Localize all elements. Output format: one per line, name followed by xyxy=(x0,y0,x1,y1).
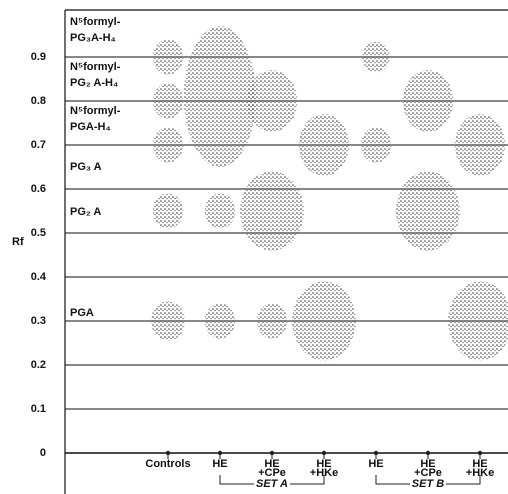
y-tick-label: 0.5 xyxy=(31,227,46,239)
band-label: PGA xyxy=(70,307,94,319)
spot xyxy=(153,39,183,74)
chart: Rf 0 0.1 0.2 0.3 0.4 0.5 0.6 0.7 0.8 0.9 N⁵formyl-… xyxy=(0,0,508,494)
set-label: SET B xyxy=(412,478,444,490)
y-tick-label: 0.9 xyxy=(31,51,46,63)
spot xyxy=(396,171,459,250)
band-label: PG₂ A-H₄ xyxy=(70,77,118,89)
spot xyxy=(455,114,505,176)
spot xyxy=(361,127,391,162)
band-label: PG₃ A xyxy=(70,161,102,173)
band-label: PG₃A-H₄ xyxy=(70,32,116,44)
band-label: PG₂ A xyxy=(70,206,101,218)
y-tick-label: 0.1 xyxy=(31,403,46,415)
spot xyxy=(151,301,185,341)
lane-label: HE xyxy=(212,458,227,470)
y-axis-label: Rf xyxy=(12,236,24,248)
y-tick-label: 0.7 xyxy=(31,139,46,151)
lane-label: HE xyxy=(368,458,383,470)
y-tick-label: 0.6 xyxy=(31,183,46,195)
spot xyxy=(205,303,235,338)
lane-label: Controls xyxy=(145,458,190,470)
spot xyxy=(153,83,183,118)
y-tick-label: 0.2 xyxy=(31,359,46,371)
spot xyxy=(205,193,235,228)
spot xyxy=(153,193,183,228)
spot xyxy=(247,70,297,132)
band-label: N⁵formyl- xyxy=(70,61,121,73)
y-tick-label: 0.8 xyxy=(31,95,46,107)
band-label: N⁵formyl- xyxy=(70,16,121,28)
band-label: N⁵formyl- xyxy=(70,105,121,117)
y-tick-label: 0.4 xyxy=(31,271,47,283)
set-label: SET A xyxy=(256,478,288,490)
y-tick-label: 0.3 xyxy=(31,315,46,327)
spot xyxy=(257,303,287,338)
spot xyxy=(240,171,303,250)
spot xyxy=(184,26,256,167)
spot xyxy=(448,281,508,360)
spot xyxy=(403,70,453,132)
spot xyxy=(362,42,389,73)
spot xyxy=(292,281,355,360)
band-label: PGA-H₄ xyxy=(70,121,111,133)
spot xyxy=(153,127,183,162)
y-tick-label: 0 xyxy=(40,447,46,459)
spot xyxy=(299,114,349,176)
